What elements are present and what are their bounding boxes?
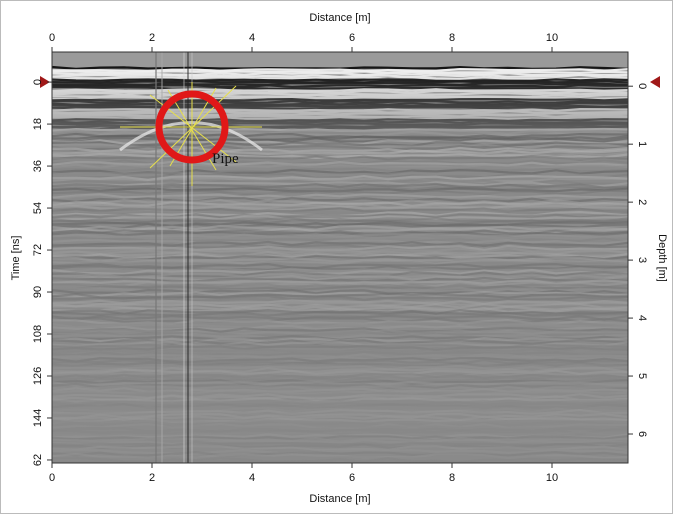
x-tick-label-top: 0: [49, 32, 55, 44]
radargram: [52, 52, 628, 464]
y2-tick-label: 5: [636, 373, 648, 379]
y-tick-label: 72: [32, 244, 44, 256]
y2-tick-label: 3: [636, 257, 648, 263]
y-tick-label: 0: [32, 79, 44, 85]
x-tick-label-bottom: 4: [249, 472, 255, 484]
x-tick-label-bottom: 0: [49, 472, 55, 484]
marker-right: [650, 76, 660, 88]
y2-axis-title: Depth [m]: [656, 234, 668, 282]
y-tick-label: 144: [32, 409, 44, 427]
y-tick-label: 18: [32, 118, 44, 130]
x-tick-label-top: 6: [349, 32, 355, 44]
x-tick-label-bottom: 6: [349, 472, 355, 484]
x-tick-label-top: 10: [546, 32, 558, 44]
x-tick-label-top: 8: [449, 32, 455, 44]
air-band: [52, 52, 628, 68]
x-tick-label-top: 2: [149, 32, 155, 44]
x-tick-label-top: 4: [249, 32, 255, 44]
y-tick-label: 62: [32, 454, 44, 466]
x-tick-label-bottom: 2: [149, 472, 155, 484]
y2-tick-label: 2: [636, 199, 648, 205]
chart: Pipe Distance [m] Distance [m] Time [ns]…: [0, 0, 673, 514]
x-tick-label-bottom: 10: [546, 472, 558, 484]
x-tick-label-bottom: 8: [449, 472, 455, 484]
reflection: [52, 93, 628, 95]
y-tick-label: 36: [32, 160, 44, 172]
y2-tick-label: 4: [636, 315, 648, 321]
x-axis-title-bottom: Distance [m]: [309, 493, 370, 505]
y2-tick-label: 1: [636, 141, 648, 147]
y-tick-label: 90: [32, 286, 44, 298]
y-tick-label: 108: [32, 325, 44, 343]
y-tick-label: 126: [32, 367, 44, 385]
y2-tick-label: 6: [636, 431, 648, 437]
y-tick-label: 54: [32, 202, 44, 214]
x-axis-title-top: Distance [m]: [309, 12, 370, 24]
y-axis-title: Time [ns]: [10, 236, 22, 281]
annotation-label: Pipe: [212, 151, 239, 167]
y2-tick-label: 0: [636, 83, 648, 89]
